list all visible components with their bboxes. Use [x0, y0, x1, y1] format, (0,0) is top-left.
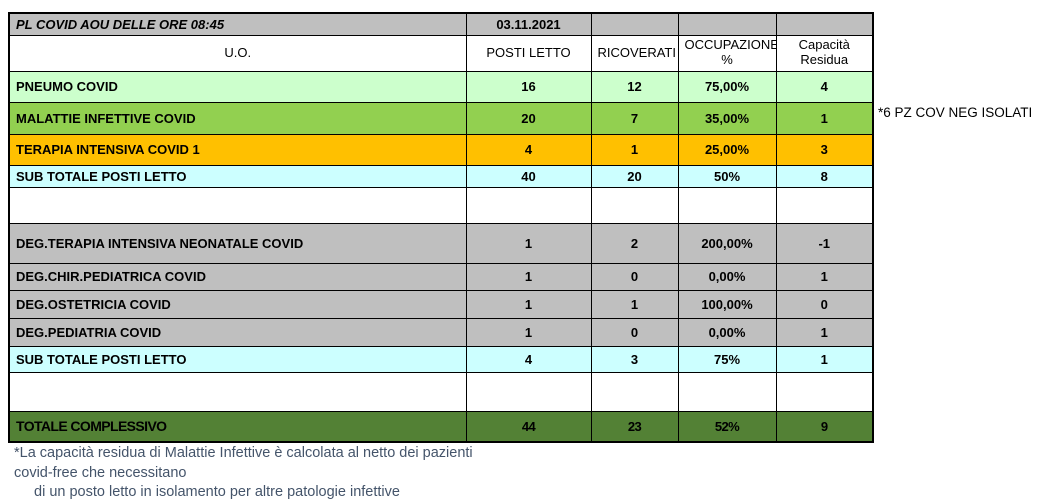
capacita-value: 3 [775, 133, 874, 166]
occupazione-value: 75,00% [677, 70, 777, 103]
row-label: DEG.PEDIATRIA COVID [8, 317, 467, 347]
capacita-value: 4 [775, 70, 874, 103]
ricoverati-value: 23 [590, 410, 679, 443]
table-row-terapia-intensiva: TERAPIA INTENSIVA COVID 1 4 1 25,00% 3 [8, 133, 874, 166]
occupazione-value: 52% [677, 410, 777, 443]
report-title: PL COVID AOU DELLE ORE 08:45 [8, 12, 467, 36]
row-label: DEG.CHIR.PEDIATRICA COVID [8, 262, 467, 291]
row-label: DEG.OSTETRICIA COVID [8, 289, 467, 319]
occupazione-value: 50% [677, 164, 777, 188]
posti-letto-value: 4 [465, 133, 592, 166]
col-header-uo: U.O. [8, 34, 467, 72]
ricoverati-value: 7 [590, 101, 679, 135]
col-header-occupazione: OCCUPAZIONE % [677, 34, 777, 72]
occupazione-value: 25,00% [677, 133, 777, 166]
capacita-value: -1 [775, 222, 874, 264]
row-label: TERAPIA INTENSIVA COVID 1 [8, 133, 467, 166]
posti-letto-value: 4 [465, 345, 592, 373]
footnote-line-3: di un posto letto in isolamento per altr… [34, 484, 400, 500]
occupazione-value: 35,00% [677, 101, 777, 135]
table-row-totale-complessivo: TOTALE COMPLESSIVO 44 23 52% 9 [8, 410, 874, 443]
col-header-ricoverati: RICOVERATI [590, 34, 679, 72]
empty-header-cell [775, 12, 874, 36]
footnote-line-1: *La capacità residua di Malattie Infetti… [14, 445, 473, 461]
table-row-subtotale-2: SUB TOTALE POSTI LETTO 4 3 75% 1 [8, 345, 874, 373]
table-row-malattie-infettive: MALATTIE INFETTIVE COVID 20 7 35,00% 1 [8, 101, 874, 135]
column-header-row: U.O. POSTI LETTO RICOVERATI OCCUPAZIONE … [8, 34, 874, 72]
row-label: TOTALE COMPLESSIVO [8, 410, 467, 443]
occupazione-value: 0,00% [677, 317, 777, 347]
title-row: PL COVID AOU DELLE ORE 08:45 03.11.2021 [8, 12, 874, 36]
posti-letto-value: 1 [465, 317, 592, 347]
empty-header-cell [677, 12, 777, 36]
occupazione-value: 75% [677, 345, 777, 373]
row-label: DEG.TERAPIA INTENSIVA NEONATALE COVID [8, 222, 467, 264]
row-label: MALATTIE INFETTIVE COVID [8, 101, 467, 135]
capacita-value: 9 [775, 410, 874, 443]
ricoverati-value: 1 [590, 289, 679, 319]
posti-letto-value: 44 [465, 410, 592, 443]
covid-bed-table: PL COVID AOU DELLE ORE 08:45 03.11.2021 … [8, 12, 874, 443]
ricoverati-value: 12 [590, 70, 679, 103]
capacity-footnote: *La capacità residua di Malattie Infetti… [14, 444, 473, 503]
capacita-value: 0 [775, 289, 874, 319]
occupazione-value: 0,00% [677, 262, 777, 291]
posti-letto-value: 1 [465, 262, 592, 291]
row-label: SUB TOTALE POSTI LETTO [8, 164, 467, 188]
report-date: 03.11.2021 [465, 12, 592, 36]
posti-letto-value: 1 [465, 222, 592, 264]
col-header-capacita: Capacità Residua [775, 34, 874, 72]
capacita-value: 1 [775, 317, 874, 347]
posti-letto-value: 40 [465, 164, 592, 188]
row-label: SUB TOTALE POSTI LETTO [8, 345, 467, 373]
table-row-chir-pediatrica: DEG.CHIR.PEDIATRICA COVID 1 0 0,00% 1 [8, 262, 874, 291]
posti-letto-value: 20 [465, 101, 592, 135]
capacita-value: 1 [775, 101, 874, 135]
table-row-ostetricia: DEG.OSTETRICIA COVID 1 1 100,00% 0 [8, 289, 874, 319]
ricoverati-value: 1 [590, 133, 679, 166]
table-row-empty [8, 371, 874, 412]
capacita-value: 1 [775, 262, 874, 291]
occupazione-value: 100,00% [677, 289, 777, 319]
table-row-empty [8, 186, 874, 224]
col-header-posti-letto: POSTI LETTO [465, 34, 592, 72]
occupazione-value: 200,00% [677, 222, 777, 264]
ricoverati-value: 3 [590, 345, 679, 373]
table-row-pneumo-covid: PNEUMO COVID 16 12 75,00% 4 [8, 70, 874, 103]
empty-header-cell [590, 12, 679, 36]
capacita-value: 8 [775, 164, 874, 188]
posti-letto-value: 16 [465, 70, 592, 103]
ricoverati-value: 0 [590, 317, 679, 347]
table-row-neonatale: DEG.TERAPIA INTENSIVA NEONATALE COVID 1 … [8, 222, 874, 264]
capacita-value: 1 [775, 345, 874, 373]
posti-letto-value: 1 [465, 289, 592, 319]
isolated-patients-note: *6 PZ COV NEG ISOLATI [878, 105, 1033, 120]
table-row-pediatria: DEG.PEDIATRIA COVID 1 0 0,00% 1 [8, 317, 874, 347]
table-row-subtotale-1: SUB TOTALE POSTI LETTO 40 20 50% 8 [8, 164, 874, 188]
ricoverati-value: 2 [590, 222, 679, 264]
footnote-line-2: covid-free che necessitano [14, 464, 187, 481]
ricoverati-value: 0 [590, 262, 679, 291]
ricoverati-value: 20 [590, 164, 679, 188]
row-label: PNEUMO COVID [8, 70, 467, 103]
